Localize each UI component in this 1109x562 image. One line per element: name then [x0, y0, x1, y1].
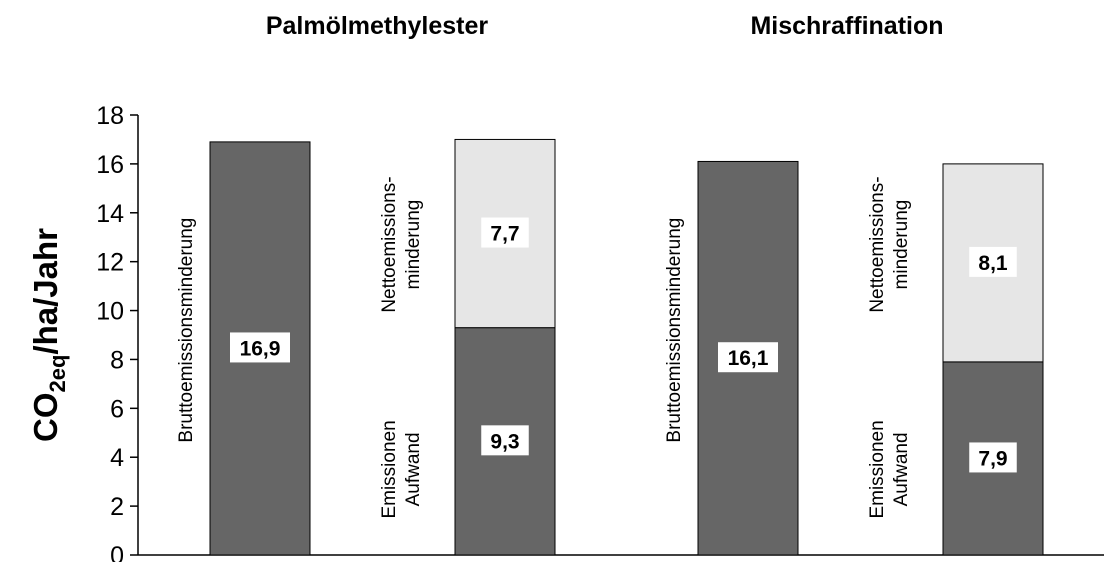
y-tick-label: 8 — [110, 346, 124, 374]
data-label: 7,7 — [490, 223, 519, 246]
data-label-box — [969, 246, 1017, 277]
y-tick-label: 12 — [96, 249, 124, 277]
bar-side-label-upper: Nettoemissions-minderung — [867, 176, 912, 312]
chart-title-right: Mischraffination — [750, 12, 943, 40]
data-label-box — [969, 442, 1017, 473]
y-tick-label: 18 — [96, 102, 124, 130]
chart-title-left: Palmölmethylester — [266, 12, 489, 40]
data-label-box — [481, 217, 529, 248]
y-tick-label: 0 — [110, 542, 124, 562]
data-label-box — [230, 332, 290, 363]
y-tick-label: 10 — [96, 298, 124, 326]
y-tick-label: 2 — [110, 493, 124, 521]
svg-text:minderung: minderung — [891, 200, 912, 290]
chart-marks: 16,9 Bruttoemissionsminderung 9,3 7,7 Emissi… — [176, 138, 1044, 556]
svg-text:Aufwand: Aufwand — [891, 432, 912, 506]
data-label: 16,9 — [240, 337, 281, 360]
bar-side-label: Bruttoemissionsminderung — [176, 218, 197, 443]
data-label-box — [481, 425, 529, 456]
data-label: 8,1 — [978, 252, 1008, 275]
bar-side-label-lower: Emissionen Aufwand — [867, 420, 912, 518]
y-tick-label: 14 — [96, 200, 124, 228]
bar-segment — [454, 327, 556, 556]
y-tick-label: 4 — [110, 444, 124, 472]
bar-side-label-upper: Nettoemissions-minderung — [379, 176, 424, 312]
bar-side-label: Bruttoemissionsminderung — [664, 218, 685, 443]
y-axis-label: CO2eq/ha/Jahr — [27, 228, 70, 442]
svg-text:Nettoemissions-: Nettoemissions- — [867, 176, 888, 312]
svg-text:Aufwand: Aufwand — [403, 432, 424, 506]
data-label: 9,3 — [490, 430, 519, 453]
y-axis-label-sub: 2eq — [45, 355, 70, 393]
svg-text:Bruttoemissionsminderung: Bruttoemissionsminderung — [664, 218, 685, 443]
bar-side-label-lower: Emissionen Aufwand — [379, 420, 424, 518]
y-axis-label-rest: /ha/Jahr — [27, 228, 64, 355]
svg-text:Emissionen: Emissionen — [867, 420, 888, 518]
svg-text:Bruttoemissionsminderung: Bruttoemissionsminderung — [176, 218, 197, 443]
data-label: 7,9 — [978, 447, 1007, 470]
y-tick-label: 6 — [110, 395, 124, 423]
svg-text:minderung: minderung — [403, 200, 424, 290]
y-tick-label: 16 — [96, 151, 124, 179]
svg-text:Nettoemissions-: Nettoemissions- — [379, 176, 400, 312]
data-label: 16,1 — [728, 347, 769, 370]
svg-text:Emissionen: Emissionen — [379, 420, 400, 518]
svg-text:CO2eq/ha/Jahr: CO2eq/ha/Jahr — [27, 228, 70, 442]
y-axis-label-main: CO — [27, 392, 64, 442]
data-label-box — [718, 342, 778, 373]
